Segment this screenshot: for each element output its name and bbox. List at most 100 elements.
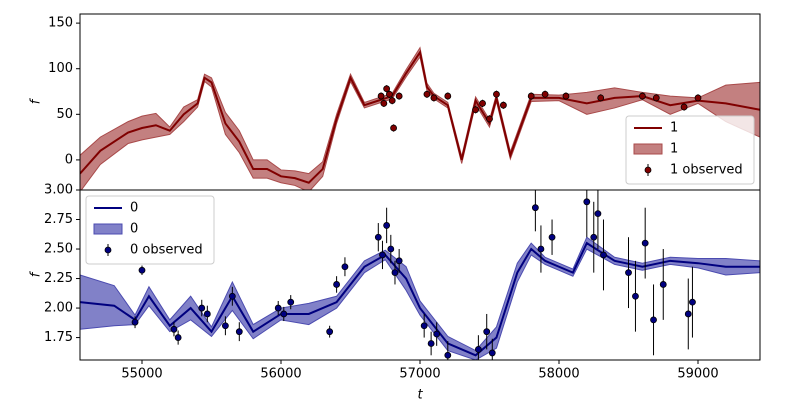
observed-point — [652, 94, 660, 102]
y-tick-label: 2.50 — [44, 242, 73, 257]
y-axis-label: f — [29, 270, 44, 277]
y-tick-label: 1.75 — [44, 330, 73, 345]
observed-point — [562, 92, 570, 100]
observed-point — [694, 94, 702, 102]
observed-point — [391, 269, 399, 277]
observed-point — [641, 239, 649, 247]
observed-point — [221, 322, 229, 330]
observed-point — [444, 351, 452, 359]
observed-point — [548, 233, 556, 241]
legend-patch — [633, 143, 663, 155]
observed-point — [274, 304, 282, 312]
y-axis-label: f — [29, 97, 44, 104]
observed-point — [680, 103, 688, 111]
observed-point — [639, 92, 646, 100]
y-tick-label: 2.25 — [44, 271, 73, 286]
observed-point — [479, 99, 486, 107]
observed-point — [527, 92, 535, 100]
observed-point — [326, 328, 334, 336]
observed-point — [395, 257, 403, 265]
legend-marker — [644, 166, 652, 174]
observed-point — [235, 328, 243, 336]
observed-point — [420, 322, 428, 330]
observed-point — [341, 263, 349, 271]
observed-point — [280, 310, 288, 318]
uncertainty-band — [80, 46, 760, 190]
y-tick-label: 2.00 — [44, 301, 73, 316]
observed-point — [387, 245, 395, 253]
legend-label: 0 — [130, 201, 138, 216]
observed-point — [594, 210, 602, 218]
legend-box — [625, 115, 755, 185]
observed-point — [474, 345, 482, 353]
observed-point — [659, 281, 667, 288]
fit-line — [80, 241, 760, 357]
observed-point — [395, 92, 403, 100]
observed-point — [228, 292, 236, 300]
observed-point — [388, 97, 396, 105]
observed-point — [531, 204, 539, 212]
observed-point — [287, 298, 295, 306]
observed-point — [379, 251, 386, 259]
y-tick-label: 100 — [48, 61, 73, 76]
observed-point — [138, 266, 146, 274]
observed-point — [174, 334, 182, 341]
observed-point — [541, 90, 549, 98]
y-tick-label: 2.75 — [44, 212, 73, 227]
x-tick-label: 57000 — [399, 367, 440, 382]
observed-point — [383, 85, 391, 93]
y-tick-label: 150 — [48, 16, 73, 31]
legend-marker — [104, 246, 112, 254]
observed-point — [390, 124, 397, 132]
observed-point — [374, 233, 382, 241]
observed-point — [488, 349, 496, 357]
observed-point — [170, 325, 178, 333]
observed-point — [537, 245, 545, 253]
observed-point — [386, 90, 393, 98]
plot-area — [80, 190, 760, 360]
observed-point — [650, 316, 657, 324]
observed-point — [493, 90, 500, 98]
y-tick-label: 0 — [65, 152, 73, 167]
legend-box — [85, 195, 215, 265]
legend-label: 0 observed — [130, 243, 203, 258]
observed-point — [689, 298, 696, 306]
x-tick-label: 58000 — [538, 367, 579, 382]
y-tick-label: 50 — [56, 107, 73, 122]
observed-point — [333, 281, 340, 288]
observed-point — [590, 233, 598, 241]
observed-point — [423, 90, 431, 98]
observed-point — [427, 340, 435, 347]
observed-point — [377, 92, 385, 100]
uncertainty-band — [80, 236, 760, 360]
observed-point — [583, 198, 591, 206]
observed-point — [383, 222, 391, 229]
plot-area — [80, 46, 760, 190]
legend-patch — [93, 223, 123, 235]
observed-point — [632, 292, 639, 300]
observed-point — [597, 94, 605, 102]
legend-label: 1 — [670, 142, 678, 157]
observed-point — [433, 330, 441, 338]
fit-line — [80, 49, 760, 184]
y-tick-label: 3.00 — [44, 183, 73, 198]
x-tick-label: 56000 — [260, 367, 301, 382]
x-tick-label: 55000 — [121, 367, 162, 382]
legend-label: 1 — [670, 121, 678, 136]
observed-point — [684, 310, 692, 318]
legend-label: 1 observed — [670, 163, 743, 178]
observed-point — [483, 328, 491, 336]
observed-point — [500, 101, 507, 109]
observed-point — [625, 269, 632, 277]
observed-point — [198, 304, 206, 312]
observed-point — [380, 99, 388, 107]
observed-point — [131, 318, 139, 326]
observed-point — [203, 310, 211, 318]
x-tick-label: 59000 — [677, 367, 718, 382]
x-axis-label: t — [417, 388, 423, 400]
observed-point — [472, 106, 480, 114]
legend-label: 0 — [130, 222, 138, 237]
observed-point — [444, 92, 452, 100]
observed-point — [430, 94, 438, 102]
observed-point — [600, 251, 607, 259]
